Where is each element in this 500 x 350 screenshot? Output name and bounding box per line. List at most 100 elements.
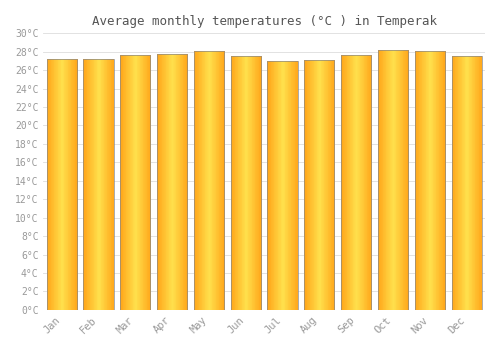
Bar [440,51,441,310]
Bar [224,51,225,310]
Bar [422,51,423,310]
Bar [276,61,277,310]
Bar [122,55,124,310]
Bar [215,51,216,310]
Bar [201,51,202,310]
Bar [73,59,74,310]
Bar [345,55,346,310]
Bar [210,51,211,310]
Bar [129,55,130,310]
Bar [178,54,179,310]
Bar [430,51,431,310]
Bar [386,50,387,310]
Bar [59,59,60,310]
Bar [368,55,369,310]
Bar [369,55,370,310]
Bar [286,61,287,310]
Bar [388,50,389,310]
Bar [385,50,386,310]
Bar [390,50,391,310]
Bar [279,61,280,310]
Bar [196,51,197,310]
Bar [127,55,128,310]
Bar [283,61,284,310]
Bar [62,59,63,310]
Bar [164,54,165,310]
Bar [254,56,256,310]
Bar [258,56,260,310]
Bar [333,60,334,310]
Bar [288,61,289,310]
Bar [124,55,125,310]
Bar [408,50,409,310]
Bar [239,56,240,310]
Bar [477,56,478,310]
Bar [354,55,355,310]
Bar [420,51,421,310]
Bar [468,56,469,310]
Bar [232,56,233,310]
Bar [76,59,77,310]
Bar [139,55,140,310]
Bar [330,60,332,310]
Bar [358,55,359,310]
Bar [157,54,188,310]
Bar [99,59,100,310]
Bar [167,54,168,310]
Bar [206,51,207,310]
Bar [404,50,405,310]
Bar [452,56,482,310]
Bar [198,51,200,310]
Bar [444,51,445,310]
Bar [108,59,109,310]
Bar [145,55,146,310]
Bar [172,54,174,310]
Bar [273,61,274,310]
Bar [384,50,385,310]
Bar [260,56,261,310]
Bar [251,56,252,310]
Bar [216,51,217,310]
Bar [64,59,66,310]
Bar [214,51,215,310]
Bar [92,59,93,310]
Bar [320,60,322,310]
Bar [176,54,177,310]
Bar [146,55,148,310]
Bar [456,56,457,310]
Bar [462,56,463,310]
Bar [395,50,396,310]
Bar [46,59,77,310]
Bar [243,56,244,310]
Bar [426,51,427,310]
Bar [346,55,348,310]
Bar [220,51,221,310]
Bar [230,56,232,310]
Bar [467,56,468,310]
Bar [453,56,454,310]
Bar [96,59,98,310]
Bar [112,59,113,310]
Bar [237,56,238,310]
Bar [434,51,435,310]
Bar [304,60,305,310]
Bar [398,50,399,310]
Bar [350,55,351,310]
Bar [458,56,460,310]
Bar [454,56,456,310]
Bar [324,60,325,310]
Bar [85,59,86,310]
Bar [171,54,172,310]
Bar [356,55,358,310]
Bar [88,59,89,310]
Bar [233,56,234,310]
Bar [382,50,384,310]
Bar [130,55,131,310]
Bar [328,60,329,310]
Bar [332,60,333,310]
Bar [361,55,362,310]
Bar [388,50,390,310]
Bar [287,61,288,310]
Bar [414,51,445,310]
Bar [194,51,224,310]
